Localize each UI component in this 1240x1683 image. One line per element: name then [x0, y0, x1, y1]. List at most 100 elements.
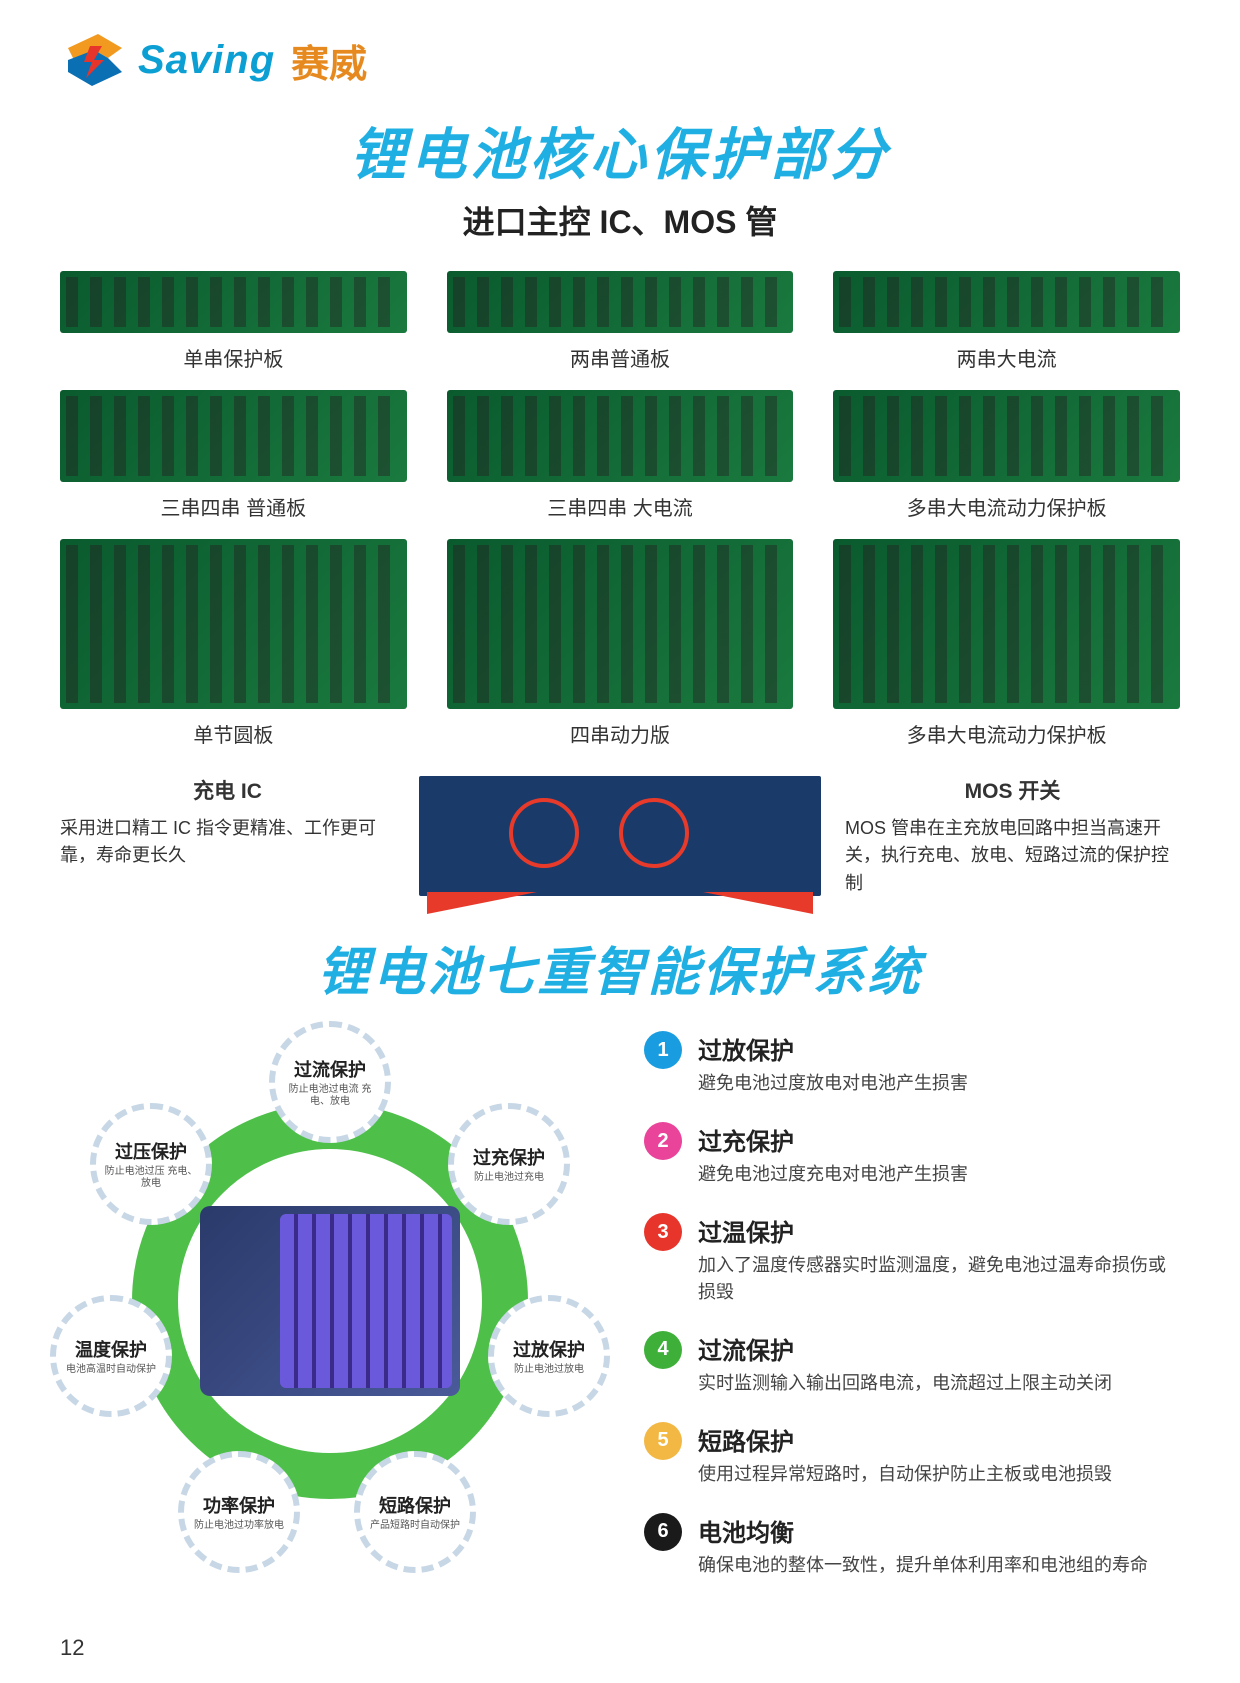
protection-title: 过充保护: [698, 1122, 968, 1157]
protection-body: 过放保护避免电池过度放电对电池产生损害: [698, 1031, 968, 1096]
wheel-node-title: 短路保护: [379, 1492, 451, 1518]
board-label: 多串大电流动力保护板: [833, 492, 1180, 521]
protection-body: 过充保护避免电池过度充电对电池产生损害: [698, 1122, 968, 1187]
ic-row: 充电 IC 采用进口精工 IC 指令更精准、工作更可靠，寿命更长久 MOS 开关…: [60, 776, 1180, 898]
protection-desc: 确保电池的整体一致性，提升单体利用率和电池组的寿命: [698, 1552, 1148, 1578]
protection-number-badge: 5: [644, 1422, 682, 1460]
wheel-node: 过充保护防止电池过充电: [448, 1103, 570, 1225]
wheel-node: 短路保护产品短路时自动保护: [354, 1451, 476, 1573]
pcb-board-image: [447, 539, 794, 709]
logo-brand-en: Saving: [138, 38, 275, 83]
pcb-board-image: [833, 271, 1180, 333]
protection-number-badge: 4: [644, 1331, 682, 1369]
board-item: 两串普通板: [447, 271, 794, 372]
protection-item: 4 过流保护实时监测输入输出回路电流，电流超过上限主动关闭: [644, 1331, 1180, 1396]
board-label: 三串四串 普通板: [60, 492, 407, 521]
ic-right-title: MOS 开关: [845, 776, 1180, 809]
protection-desc: 加入了温度传感器实时监测温度，避免电池过温寿命损伤或损毁: [698, 1252, 1180, 1304]
board-grid: 单串保护板两串普通板两串大电流三串四串 普通板三串四串 大电流多串大电流动力保护…: [60, 271, 1180, 748]
board-item: 多串大电流动力保护板: [833, 539, 1180, 748]
pcb-board-image: [833, 390, 1180, 482]
protection-item: 6 电池均衡确保电池的整体一致性，提升单体利用率和电池组的寿命: [644, 1513, 1180, 1578]
protection-number-badge: 3: [644, 1213, 682, 1251]
protection-number-badge: 2: [644, 1122, 682, 1160]
board-item: 三串四串 大电流: [447, 390, 794, 521]
wheel-center-battery-image: [200, 1206, 460, 1396]
section1-title: 锂电池核心保护部分: [60, 110, 1180, 191]
ic-highlight-circle: [509, 798, 579, 868]
protection-item: 3 过温保护加入了温度传感器实时监测温度，避免电池过温寿命损伤或损毁: [644, 1213, 1180, 1304]
ic-left-title: 充电 IC: [60, 776, 395, 809]
ic-cone-icon: [703, 892, 813, 914]
wheel-node-title: 过放保护: [513, 1336, 585, 1362]
board-label: 单节圆板: [60, 719, 407, 748]
logo-mark-icon: [60, 30, 130, 90]
board-label: 两串大电流: [833, 343, 1180, 372]
board-label: 单串保护板: [60, 343, 407, 372]
protection-item: 2 过充保护避免电池过度充电对电池产生损害: [644, 1122, 1180, 1187]
pcb-board-image: [60, 539, 407, 709]
wheel-node-title: 过充保护: [473, 1144, 545, 1170]
ic-highlight-circle: [619, 798, 689, 868]
page-number: 12: [60, 1635, 84, 1661]
ic-right-col: MOS 开关 MOS 管串在主充放电回路中担当高速开关，执行充电、放电、短路过流…: [845, 776, 1180, 898]
wheel-node-sub: 防止电池过压 充电、放电: [102, 1166, 200, 1190]
logo-brand-cn: 赛威: [291, 33, 367, 88]
protection-wheel: 过流保护防止电池过电流 充电、放电过充保护防止电池过充电过放保护防止电池过放电短…: [60, 1031, 600, 1571]
protection-number-badge: 1: [644, 1031, 682, 1069]
ic-cone-icon: [427, 892, 537, 914]
board-item: 两串大电流: [833, 271, 1180, 372]
board-label: 多串大电流动力保护板: [833, 719, 1180, 748]
wheel-node-sub: 产品短路时自动保护: [370, 1520, 460, 1532]
ic-left-text: 采用进口精工 IC 指令更精准、工作更可靠，寿命更长久: [60, 815, 395, 871]
wheel-node: 功率保护防止电池过功率放电: [178, 1451, 300, 1573]
brand-logo: Saving 赛威: [60, 30, 1180, 90]
protection-number-badge: 6: [644, 1513, 682, 1551]
protection-body: 过流保护实时监测输入输出回路电流，电流超过上限主动关闭: [698, 1331, 1112, 1396]
wheel-node: 过放保护防止电池过放电: [488, 1295, 610, 1417]
wheel-node-title: 功率保护: [203, 1492, 275, 1518]
protection-body: 过温保护加入了温度传感器实时监测温度，避免电池过温寿命损伤或损毁: [698, 1213, 1180, 1304]
protection-body: 电池均衡确保电池的整体一致性，提升单体利用率和电池组的寿命: [698, 1513, 1148, 1578]
wheel-node-sub: 防止电池过功率放电: [194, 1520, 284, 1532]
pcb-board-image: [447, 271, 794, 333]
board-item: 四串动力版: [447, 539, 794, 748]
ic-left-col: 充电 IC 采用进口精工 IC 指令更精准、工作更可靠，寿命更长久: [60, 776, 395, 870]
protection-body: 短路保护使用过程异常短路时，自动保护防止主板或电池损毁: [698, 1422, 1112, 1487]
board-item: 单节圆板: [60, 539, 407, 748]
protection-desc: 避免电池过度充电对电池产生损害: [698, 1161, 968, 1187]
protection-title: 电池均衡: [698, 1513, 1148, 1548]
protection-row: 过流保护防止电池过电流 充电、放电过充保护防止电池过充电过放保护防止电池过放电短…: [60, 1031, 1180, 1604]
protection-desc: 使用过程异常短路时，自动保护防止主板或电池损毁: [698, 1461, 1112, 1487]
wheel-node: 过流保护防止电池过电流 充电、放电: [269, 1021, 391, 1143]
protection-item: 1 过放保护避免电池过度放电对电池产生损害: [644, 1031, 1180, 1096]
protection-title: 过流保护: [698, 1331, 1112, 1366]
wheel-node-title: 温度保护: [75, 1336, 147, 1362]
ic-closeup-image: [419, 776, 821, 896]
pcb-board-image: [60, 390, 407, 482]
wheel-node-sub: 电池高温时自动保护: [66, 1364, 156, 1376]
board-item: 多串大电流动力保护板: [833, 390, 1180, 521]
pcb-board-image: [447, 390, 794, 482]
wheel-node-title: 过流保护: [294, 1056, 366, 1082]
wheel-node-title: 过压保护: [115, 1138, 187, 1164]
board-label: 两串普通板: [447, 343, 794, 372]
board-item: 单串保护板: [60, 271, 407, 372]
protection-title: 短路保护: [698, 1422, 1112, 1457]
protection-desc: 避免电池过度放电对电池产生损害: [698, 1070, 968, 1096]
protection-desc: 实时监测输入输出回路电流，电流超过上限主动关闭: [698, 1370, 1112, 1396]
wheel-node-sub: 防止电池过充电: [474, 1172, 544, 1184]
pcb-board-image: [833, 539, 1180, 709]
pcb-board-image: [60, 271, 407, 333]
protection-list: 1 过放保护避免电池过度放电对电池产生损害 2 过充保护避免电池过度充电对电池产生损害…: [644, 1031, 1180, 1604]
section1-subtitle: 进口主控 IC、MOS 管: [60, 197, 1180, 243]
protection-title: 过温保护: [698, 1213, 1180, 1248]
protection-title: 过放保护: [698, 1031, 968, 1066]
protection-item: 5 短路保护使用过程异常短路时，自动保护防止主板或电池损毁: [644, 1422, 1180, 1487]
board-item: 三串四串 普通板: [60, 390, 407, 521]
wheel-node-sub: 防止电池过电流 充电、放电: [281, 1084, 379, 1108]
ic-right-text: MOS 管串在主充放电回路中担当高速开关，执行充电、放电、短路过流的保护控制: [845, 815, 1180, 899]
wheel-node-sub: 防止电池过放电: [514, 1364, 584, 1376]
board-label: 三串四串 大电流: [447, 492, 794, 521]
section2-title: 锂电池七重智能保护系统: [60, 930, 1180, 1005]
